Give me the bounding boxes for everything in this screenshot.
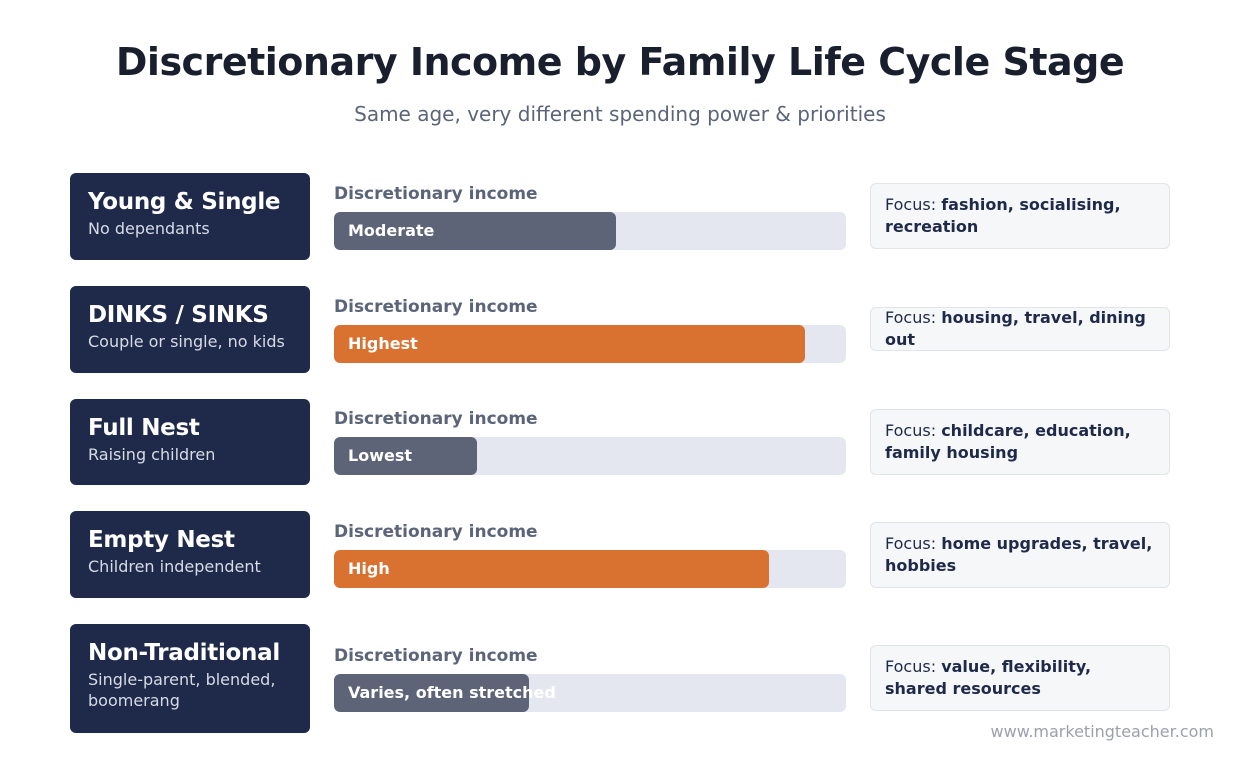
- income-bar: [334, 550, 769, 588]
- focus-prefix: Focus:: [885, 195, 937, 214]
- stage-description: Children independent: [88, 557, 261, 576]
- focus-box: Focus: housing, travel, dining out: [870, 307, 1170, 351]
- bar-axis-label: Discretionary income: [334, 409, 538, 429]
- stage-name: Full Nest: [88, 415, 200, 441]
- bar-track: High: [334, 550, 846, 588]
- bar-track: Moderate: [334, 212, 846, 250]
- stage-name: DINKS / SINKS: [88, 302, 269, 328]
- bar-axis-label: Discretionary income: [334, 184, 538, 204]
- bar-axis-label: Discretionary income: [334, 297, 538, 317]
- bar-value-label: Varies, often stretched: [348, 683, 556, 702]
- bar-track: Varies, often stretched: [334, 674, 846, 712]
- focus-text: Focus: housing, travel, dining out: [885, 307, 1155, 351]
- focus-text: Focus: fashion, socialising, recreation: [885, 194, 1155, 238]
- focus-box: Focus: value, flexibility, shared resour…: [870, 645, 1170, 711]
- bar-track: Highest: [334, 325, 846, 363]
- focus-box: Focus: fashion, socialising, recreation: [870, 183, 1170, 249]
- stage-description: Single-parent, blended, boomerang: [88, 670, 276, 710]
- focus-items: value, flexibility, shared resources: [885, 657, 1092, 698]
- focus-box: Focus: home upgrades, travel, hobbies: [870, 522, 1170, 588]
- focus-text: Focus: value, flexibility, shared resour…: [885, 656, 1155, 700]
- focus-prefix: Focus:: [885, 657, 937, 676]
- chart-subtitle: Same age, very different spending power …: [354, 102, 886, 126]
- focus-items: housing, travel, dining out: [885, 308, 1146, 349]
- stage-description: Couple or single, no kids: [88, 332, 285, 351]
- stage-description: No dependants: [88, 219, 210, 238]
- bar-value-label: Highest: [348, 334, 418, 353]
- stage-name: Non-Traditional: [88, 640, 280, 666]
- stage-card: Empty Nest Children independent: [70, 511, 310, 598]
- bar-value-label: Moderate: [348, 221, 435, 240]
- bar-track: Lowest: [334, 437, 846, 475]
- bar-value-label: High: [348, 559, 390, 578]
- stage-name: Empty Nest: [88, 527, 235, 553]
- focus-text: Focus: home upgrades, travel, hobbies: [885, 533, 1155, 577]
- stage-description: Raising children: [88, 445, 216, 464]
- focus-text: Focus: childcare, education, family hous…: [885, 420, 1155, 464]
- bar-value-label: Lowest: [348, 446, 412, 465]
- stage-card: DINKS / SINKS Couple or single, no kids: [70, 286, 310, 373]
- stage-name: Young & Single: [88, 189, 281, 215]
- focus-prefix: Focus:: [885, 534, 937, 553]
- focus-prefix: Focus:: [885, 421, 937, 440]
- focus-box: Focus: childcare, education, family hous…: [870, 409, 1170, 475]
- income-bar: [334, 212, 616, 250]
- source-credit: www.marketingteacher.com: [990, 722, 1214, 741]
- chart-title: Discretionary Income by Family Life Cycl…: [115, 40, 1125, 84]
- bar-axis-label: Discretionary income: [334, 522, 538, 542]
- income-bar: [334, 325, 805, 363]
- income-bar: [334, 674, 529, 712]
- focus-items: home upgrades, travel, hobbies: [885, 534, 1153, 575]
- focus-prefix: Focus:: [885, 308, 937, 327]
- stage-card: Young & Single No dependants: [70, 173, 310, 260]
- focus-items: childcare, education, family housing: [885, 421, 1131, 462]
- income-bar: [334, 437, 477, 475]
- stage-card: Full Nest Raising children: [70, 399, 310, 485]
- stage-card: Non-Traditional Single-parent, blended, …: [70, 624, 310, 733]
- bar-axis-label: Discretionary income: [334, 646, 538, 666]
- focus-items: fashion, socialising, recreation: [885, 195, 1121, 236]
